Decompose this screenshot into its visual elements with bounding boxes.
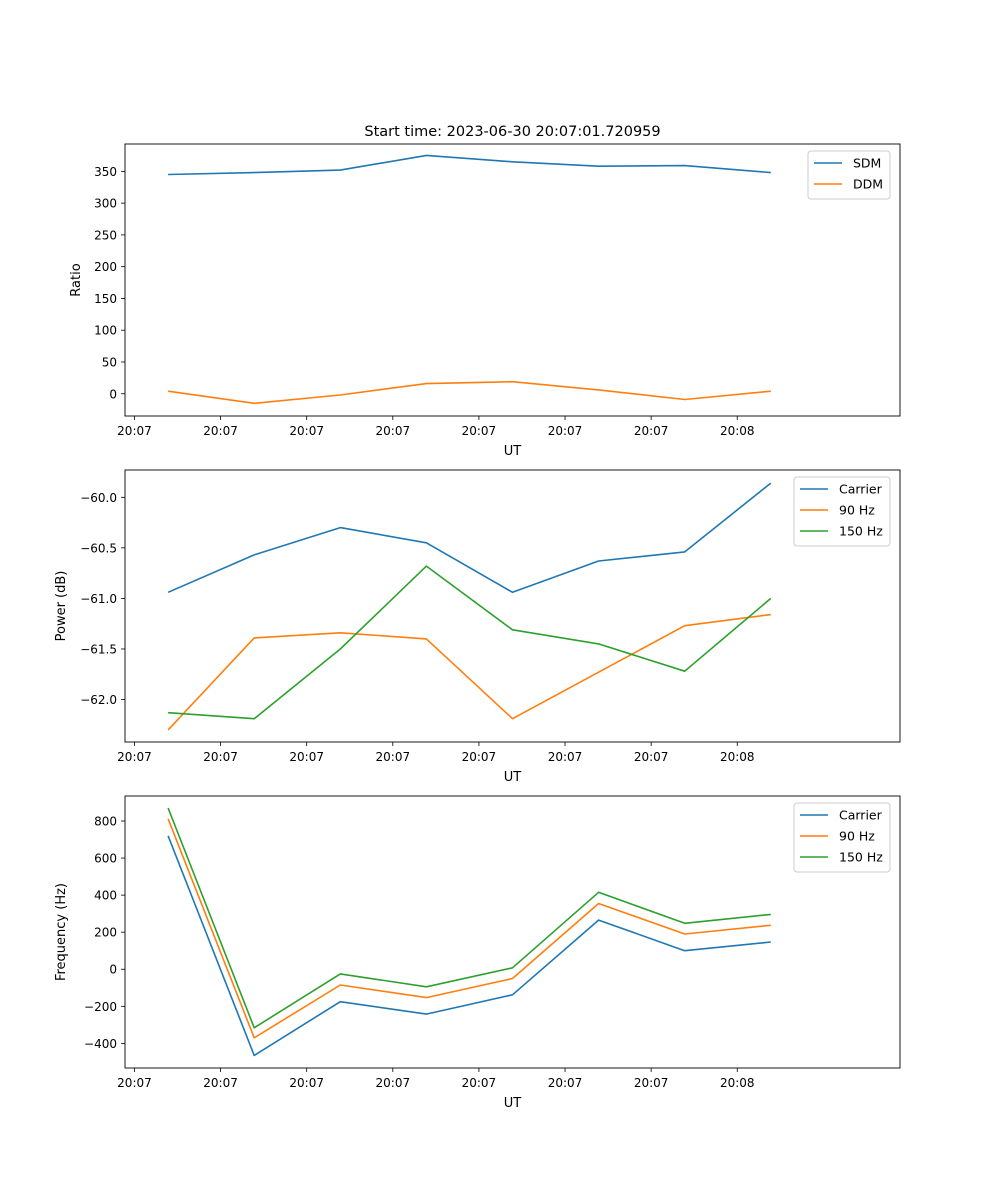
x-tick-label: 20:07 xyxy=(117,1076,152,1090)
x-tick-label: 20:07 xyxy=(203,424,238,438)
x-tick-label: 20:08 xyxy=(720,750,755,764)
x-tick-label: 20:08 xyxy=(720,1076,755,1090)
legend: SDM DDM xyxy=(807,150,891,200)
y-tick-label: −61.0 xyxy=(80,592,117,606)
y-axis-label: Ratio xyxy=(69,263,84,296)
series-line-150-hz xyxy=(168,565,772,720)
figure-title: Start time: 2023-06-30 20:07:01.720959 xyxy=(364,124,660,140)
y-tick-label: 0 xyxy=(109,387,117,401)
x-axis-label: UT xyxy=(504,444,522,459)
x-tick-label: 20:07 xyxy=(376,424,411,438)
x-tick-label: 20:07 xyxy=(289,1076,324,1090)
x-tick-label: 20:07 xyxy=(203,1076,238,1090)
y-axis-label: Power (dB) xyxy=(54,571,69,642)
x-tick-label: 20:07 xyxy=(634,750,669,764)
x-tick-label: 20:07 xyxy=(548,1076,583,1090)
y-axis-label: Frequency (Hz) xyxy=(54,883,69,981)
legend: Carrier 90 Hz 150 Hz xyxy=(793,476,891,547)
y-tick-label: 300 xyxy=(94,197,117,211)
legend-label: 90 Hz xyxy=(839,829,875,844)
legend-label: DDM xyxy=(853,177,883,192)
x-tick-label: 20:07 xyxy=(117,424,152,438)
y-tick-label: −61.5 xyxy=(80,642,117,656)
y-tick-label: 600 xyxy=(94,852,117,866)
y-tick-label: 0 xyxy=(109,963,117,977)
x-tick-label: 20:07 xyxy=(376,750,411,764)
x-tick-label: 20:07 xyxy=(117,750,152,764)
legend-label: 150 Hz xyxy=(839,850,883,865)
x-axis-label: UT xyxy=(504,1096,522,1111)
series-line-sdm xyxy=(168,154,771,176)
series-line-ddm xyxy=(167,380,771,405)
y-tick-label: −60.5 xyxy=(80,541,117,555)
legend-label: 90 Hz xyxy=(839,503,875,518)
series-line-90-hz xyxy=(167,818,771,1039)
legend-label: Carrier xyxy=(839,808,883,823)
y-tick-label: −400 xyxy=(84,1037,117,1051)
legend: Carrier 90 Hz 150 Hz xyxy=(793,802,891,873)
plot-frame xyxy=(124,143,901,417)
x-tick-label: 20:07 xyxy=(634,1076,669,1090)
x-tick-label: 20:07 xyxy=(548,750,583,764)
series-line-150-hz xyxy=(167,807,771,1029)
y-tick-label: −200 xyxy=(84,1000,117,1014)
series-line-carrier xyxy=(167,835,771,1057)
series-line-90-hz xyxy=(167,613,771,731)
y-tick-label: 800 xyxy=(94,815,117,829)
y-tick-label: 100 xyxy=(94,324,117,338)
y-tick-label: 150 xyxy=(94,292,117,306)
x-tick-label: 20:07 xyxy=(462,424,497,438)
x-tick-label: 20:07 xyxy=(462,1076,497,1090)
legend-label: SDM xyxy=(853,156,881,171)
legend-box xyxy=(793,802,891,873)
y-tick-label: 200 xyxy=(94,926,117,940)
x-tick-label: 20:07 xyxy=(289,750,324,764)
chart-3: 20:07 20:07 20:07 20:07 20:07 20:07 20:07 20:08… xyxy=(54,795,901,1111)
x-tick-label: 20:07 xyxy=(634,424,669,438)
chart-2: 20:07 20:07 20:07 20:07 20:07 20:07 20:07 20:08… xyxy=(54,469,901,785)
legend-label: Carrier xyxy=(839,482,883,497)
y-tick-label: −62.0 xyxy=(80,693,117,707)
y-tick-label: 400 xyxy=(94,889,117,903)
x-tick-label: 20:07 xyxy=(203,750,238,764)
y-tick-label: 200 xyxy=(94,260,117,274)
legend-box xyxy=(793,476,891,547)
legend-label: 150 Hz xyxy=(839,524,883,539)
x-tick-label: 20:07 xyxy=(376,1076,411,1090)
x-tick-label: 20:07 xyxy=(462,750,497,764)
y-tick-label: −60.0 xyxy=(80,491,117,505)
x-tick-label: 20:08 xyxy=(720,424,755,438)
x-tick-label: 20:07 xyxy=(289,424,324,438)
chart-1: 20:07 20:07 20:07 20:07 20:07 20:07 20:07 20:08… xyxy=(69,143,901,459)
x-tick-label: 20:07 xyxy=(548,424,583,438)
series-line-carrier xyxy=(167,482,772,594)
y-tick-label: 50 xyxy=(102,355,117,369)
plot-frame xyxy=(124,795,901,1069)
y-tick-label: 350 xyxy=(94,165,117,179)
plot-frame xyxy=(124,469,901,743)
x-axis-label: UT xyxy=(504,770,522,785)
y-tick-label: 250 xyxy=(94,228,117,242)
